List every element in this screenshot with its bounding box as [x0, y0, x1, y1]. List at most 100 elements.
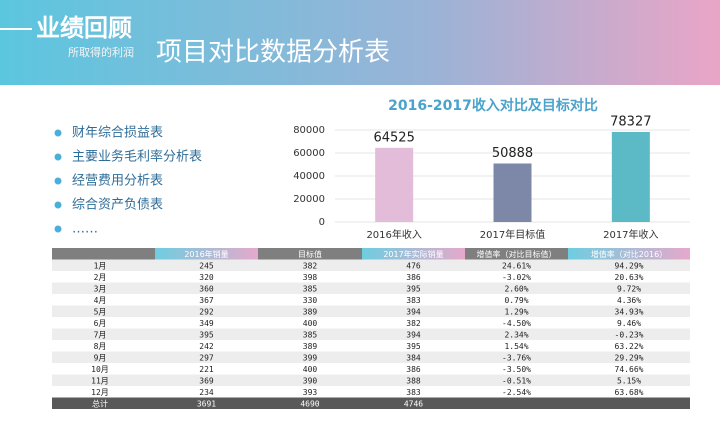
table-cell: 63.68%	[615, 388, 644, 397]
section-title: 业绩回顾	[36, 14, 132, 42]
table-cell: 总计	[92, 398, 108, 408]
table-cell: 242	[199, 342, 214, 351]
table-cell: 2月	[94, 273, 107, 282]
header-cell	[465, 248, 568, 260]
table-cell: 74.66%	[615, 365, 644, 374]
table-cell: 1.54%	[504, 342, 528, 351]
table-row	[52, 282, 690, 294]
table-cell: 395	[406, 284, 421, 293]
x-tick-label: 2017年目标值	[480, 228, 545, 241]
header-cell	[568, 248, 690, 260]
table-row	[52, 397, 690, 409]
header-cell	[155, 248, 258, 260]
table-row	[52, 317, 690, 329]
value-label: 64525	[373, 130, 414, 145]
table-cell: 94.29%	[615, 261, 644, 270]
table-cell: 388	[406, 376, 421, 385]
table-cell: 1.29%	[504, 307, 528, 316]
table-cell: 349	[199, 319, 214, 328]
table-cell: 29.29%	[615, 353, 644, 362]
table-row	[52, 363, 690, 375]
table-cell: 389	[303, 342, 318, 351]
bar	[493, 163, 532, 222]
table-cell: 382	[303, 261, 318, 270]
table-cell: 297	[199, 353, 214, 362]
y-tick-label: 0	[319, 217, 325, 228]
header-band	[0, 0, 720, 85]
table-cell: -3.02%	[502, 273, 531, 282]
section-subtitle: 所取得的利润	[68, 45, 134, 59]
table-cell: 389	[303, 307, 318, 316]
table-cell: 390	[303, 376, 318, 385]
y-tick-label: 80000	[293, 125, 325, 136]
table-cell: 395	[406, 342, 421, 351]
bar	[375, 147, 414, 222]
chart-title: 2016-2017收入对比及目标对比	[388, 97, 598, 114]
table-cell: -4.50%	[502, 319, 531, 328]
bullet-text: 主要业务毛利率分析表	[72, 149, 202, 165]
table-cell: 5月	[94, 307, 107, 316]
table-cell: 398	[303, 273, 318, 282]
value-label: 78327	[610, 114, 651, 129]
table-cell: 12月	[91, 388, 109, 397]
table-cell: 383	[406, 388, 421, 397]
table-cell: 4746	[404, 399, 423, 408]
table-cell: 3691	[197, 399, 216, 408]
table-cell: -3.76%	[502, 353, 531, 362]
table-cell: 1月	[94, 261, 107, 270]
table-cell: 2.34%	[504, 330, 528, 339]
table-cell: 384	[406, 353, 421, 362]
y-tick-label: 20000	[293, 194, 325, 205]
table-cell: 386	[406, 273, 421, 282]
table-cell: -0.51%	[502, 376, 531, 385]
bullet-dot	[54, 153, 62, 161]
x-tick-label: 2016年收入	[366, 228, 421, 241]
table-cell: 9.72%	[617, 284, 641, 293]
table-cell: 386	[406, 365, 421, 374]
table-cell: 20.63%	[615, 273, 644, 282]
table-cell: 399	[303, 353, 318, 362]
page-title: 项目对比数据分析表	[156, 38, 390, 68]
table-cell: 245	[199, 261, 214, 270]
table-row	[52, 340, 690, 352]
table-cell: 7月	[94, 330, 107, 339]
table-cell: 382	[406, 319, 421, 328]
table-cell: 385	[303, 284, 318, 293]
table-cell: -0.23%	[615, 330, 644, 339]
bullet-text: 财年综合损益表	[72, 126, 163, 141]
bullet-dot	[54, 225, 62, 233]
table-cell: 400	[303, 365, 318, 374]
bar	[611, 131, 650, 222]
y-tick-label: 60000	[293, 148, 325, 159]
table-row	[52, 259, 690, 271]
header-cell	[52, 248, 155, 260]
bullet-text: 综合资产负债表	[72, 198, 163, 213]
table-cell: 476	[406, 261, 421, 270]
table-cell: 385	[303, 330, 318, 339]
bullet-text: 经营费用分析表	[72, 174, 163, 189]
header-cell	[258, 248, 362, 260]
table-cell: 394	[406, 330, 421, 339]
table-cell: 9.46%	[617, 319, 641, 328]
table-cell: 4.36%	[617, 296, 641, 305]
table-row	[52, 305, 690, 317]
column-header: 目标值	[298, 249, 322, 259]
table-cell: 383	[406, 296, 421, 305]
table-cell: 369	[199, 376, 214, 385]
table-row	[52, 386, 690, 398]
y-tick-label: 40000	[293, 171, 325, 182]
table-cell: 4月	[94, 296, 107, 305]
table-row	[52, 351, 690, 363]
table-cell: 320	[199, 273, 214, 282]
table-cell: 34.93%	[615, 307, 644, 316]
table-row	[52, 294, 690, 306]
table-cell: 8月	[94, 342, 107, 351]
bullet-dot	[54, 177, 62, 185]
table-cell: 4690	[300, 399, 319, 408]
table-cell: 395	[199, 330, 214, 339]
table-cell: 10月	[91, 365, 109, 374]
table-cell: 330	[303, 296, 318, 305]
table-row	[52, 374, 690, 386]
